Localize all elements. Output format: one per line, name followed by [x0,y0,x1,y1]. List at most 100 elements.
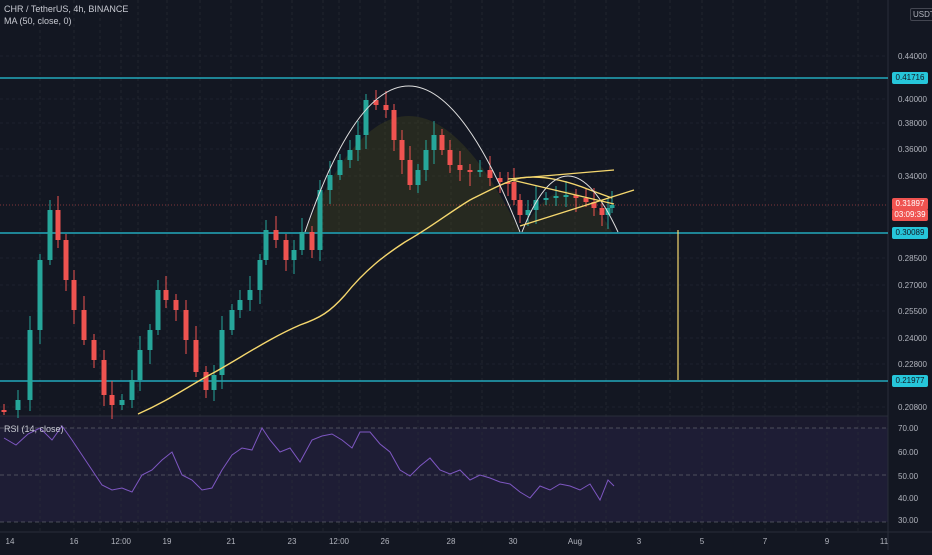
candle-body [183,310,189,340]
candle-body [273,230,279,240]
candle-body [553,196,559,198]
price-label: 0.25500 [898,307,927,316]
level-box-resistance[interactable]: 0.41716 [892,72,928,84]
candle-body [423,150,429,170]
time-label: 14 [5,537,15,546]
candle-body [383,105,389,110]
candle-body [47,210,53,260]
candle-body [391,110,397,140]
vertical-grid [39,0,859,532]
candle-body [1,410,7,412]
rsi-label: 70.00 [898,424,919,433]
candle-body [497,178,503,182]
candle-body [533,200,539,210]
candle-body [229,310,235,330]
candle-body [407,160,413,185]
time-label: 12:00 [328,537,350,546]
candle-body [599,208,605,215]
candle-body [193,340,199,372]
candle-body [317,190,323,250]
time-label: 26 [380,537,390,546]
candle-body [477,170,483,172]
candle-body [81,310,87,340]
candle-body [373,100,379,105]
time-label: 9 [824,537,830,546]
candle-body [511,182,517,200]
candle-body [327,175,333,190]
price-label: 0.36000 [898,145,927,154]
flag-top-line[interactable] [507,169,615,180]
time-label: 30 [508,537,518,546]
candle-body [291,250,297,260]
candle-body [563,195,569,197]
candle-body [91,340,97,360]
time-label: 28 [446,537,456,546]
time-label: Aug [567,537,583,546]
candle-body [399,140,405,160]
candle-body [55,210,61,240]
candle-body [203,372,209,390]
candle-body [583,198,589,202]
candle-body [517,200,523,215]
time-label: 12:00 [110,537,132,546]
candle-body [263,230,269,260]
currency-button[interactable]: USDT [910,8,932,21]
time-label: 5 [699,537,705,546]
time-label: 19 [162,537,172,546]
price-label: 0.20800 [898,403,927,412]
symbol-legend[interactable]: CHR / TetherUS, 4h, BINANCE [4,4,129,14]
candle-body [129,380,135,400]
rsi-line[interactable] [3,425,615,502]
candle-body [355,135,361,150]
price-label: 0.22800 [898,360,927,369]
candle-body [525,210,531,215]
candle-body [101,360,107,395]
candle-body [71,280,77,310]
candle-body [609,205,615,208]
small-round-arc[interactable] [521,175,619,233]
triangle-upper-line[interactable] [511,179,615,205]
candlesticks[interactable] [1,90,615,419]
rsi-label: 30.00 [898,516,919,525]
candle-body [505,182,511,184]
countdown-box: 03:09:39 [892,209,928,221]
level-box-target[interactable]: 0.21977 [892,375,928,387]
candle-body [147,330,153,350]
candle-body [439,135,445,150]
triangle-lower-line[interactable] [519,189,635,227]
price-label: 0.27000 [898,281,927,290]
rsi-levels [0,427,888,523]
candle-body [155,290,161,330]
time-label: 23 [287,537,297,546]
level-box-neckline[interactable]: 0.30089 [892,227,928,239]
candle-body [15,400,21,410]
time-label: 21 [226,537,236,546]
time-label: 11 [879,537,889,546]
candle-body [363,100,369,135]
candle-body [237,300,243,310]
price-label: 0.24000 [898,334,927,343]
candle-body [347,150,353,160]
price-label: 0.44000 [898,52,927,61]
candle-body [137,350,143,380]
candle-body [337,160,343,175]
price-label: 0.38000 [898,119,927,128]
time-label: 16 [69,537,79,546]
rounded-top-arc[interactable] [304,85,521,233]
rsi-legend[interactable]: RSI (14, close) [4,424,64,434]
candle-body [119,400,125,405]
candle-body [37,260,43,330]
ma-legend[interactable]: MA (50, close, 0) [4,16,72,26]
candle-body [487,170,493,178]
candle-body [447,150,453,165]
last-price-box[interactable]: 0.31897 [892,198,928,210]
candle-body [467,170,473,172]
candle-body [309,232,315,250]
candle-body [431,135,437,150]
price-label: 0.28500 [898,254,927,263]
candle-body [257,260,263,290]
price-label: 0.34000 [898,172,927,181]
candle-body [211,375,217,390]
